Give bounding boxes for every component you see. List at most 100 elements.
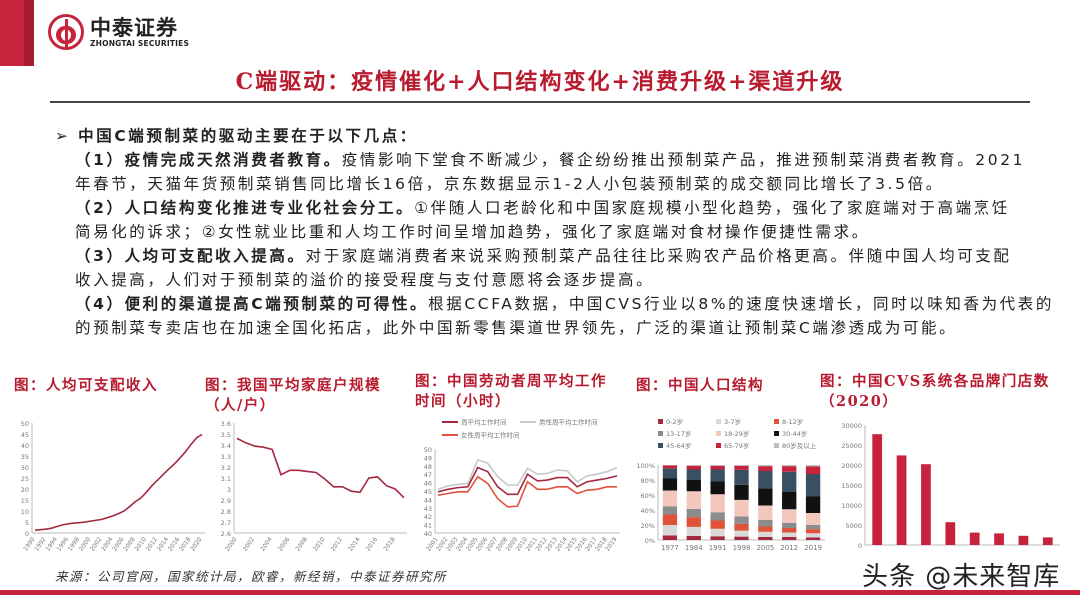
legend-swatch bbox=[774, 431, 779, 436]
legend-label: 3-7岁 bbox=[724, 417, 741, 426]
stacked-bar-segment bbox=[758, 519, 773, 527]
point-heading: （4）便利的渠道提高C端预制菜的可得性。 bbox=[75, 295, 429, 313]
bar bbox=[945, 522, 956, 545]
legend-label: 男性周平均工作时间 bbox=[539, 418, 598, 427]
point-heading: （1）疫情完成天然消费者教育。 bbox=[75, 151, 342, 169]
stacked-bar-segment bbox=[686, 508, 701, 518]
y-tick-label: 15000 bbox=[841, 482, 862, 490]
stacked-bar-segment bbox=[734, 499, 749, 517]
point-text: 简易化的诉求；②女性就业比重和人均工作时间呈增加趋势，强化了家庭端对食材操作便捷… bbox=[75, 223, 870, 241]
series-line bbox=[236, 437, 405, 499]
source-note: 来源：公司官网，国家统计局，欧睿，新经销，中泰证券研究所 bbox=[55, 569, 448, 584]
x-tick-label: 2010 bbox=[312, 536, 327, 553]
y-tick-label: 46 bbox=[424, 480, 432, 488]
y-tick-label: 0 bbox=[25, 530, 29, 538]
y-tick-label: 10000 bbox=[841, 502, 862, 510]
stacked-bar-segment bbox=[734, 516, 749, 524]
stacked-bar-segment bbox=[782, 465, 797, 467]
legend-swatch bbox=[658, 443, 663, 448]
point-2: （2）人口结构变化推进专业化社会分工。①伴随人口老龄化和中国家庭规模小型化趋势，… bbox=[55, 196, 1054, 220]
x-tick-label: 2014 bbox=[347, 536, 362, 553]
stacked-bar-segment bbox=[662, 465, 678, 469]
logo-cn: 中泰证券 bbox=[90, 15, 178, 40]
stacked-bar-segment bbox=[686, 465, 701, 466]
slide-title: C端驱动：疫情催化+人口结构变化+消费升级+渠道升级 bbox=[235, 69, 845, 95]
x-tick-label: 2012 bbox=[330, 536, 345, 553]
x-tick-label: 1998 bbox=[733, 544, 751, 552]
y-tick-label: 43 bbox=[424, 505, 432, 513]
stacked-bar-segment bbox=[662, 535, 678, 540]
stacked-bar-segment bbox=[805, 496, 821, 513]
population-chart: 0-2岁 3-7岁 8-12岁 13-17岁 18-29岁 30-44岁 45-64岁 65-… bbox=[636, 417, 825, 552]
bar bbox=[921, 464, 931, 545]
workhours-chart: 周平均工作时间 男性周平均工作时间女性周平均工作时间404142434445464… bbox=[424, 418, 620, 553]
bar bbox=[1042, 537, 1053, 545]
stacked-bar-segment bbox=[805, 513, 821, 525]
x-tick-label: 2005 bbox=[756, 544, 774, 552]
y-tick-label: 45 bbox=[21, 431, 29, 439]
y-tick-label: 3.2 bbox=[221, 464, 231, 472]
y-tick-label: 2.7 bbox=[221, 519, 231, 527]
legend-label: 8-12岁 bbox=[782, 417, 803, 426]
legend-swatch bbox=[716, 419, 721, 424]
y-tick-label: 30000 bbox=[841, 422, 862, 430]
stacked-bar-segment bbox=[662, 525, 678, 536]
stacked-bar-segment bbox=[734, 523, 749, 531]
x-tick-label: 1991 bbox=[709, 544, 727, 552]
stacked-bar-segment bbox=[662, 506, 678, 515]
series-line bbox=[437, 475, 617, 508]
y-tick-label: 10 bbox=[21, 508, 29, 516]
y-tick-label: 2.9 bbox=[221, 497, 231, 505]
legend-label: 18-29岁 bbox=[724, 429, 749, 438]
point-text: ①伴随人口老龄化和中国家庭规模小型化趋势，强化了家庭端对于高端烹饪 bbox=[414, 199, 1010, 217]
stacked-bar-segment bbox=[805, 529, 821, 534]
x-tick-label: 2020 bbox=[189, 536, 204, 553]
cvs-chart: 0 5000 10000 15000 20000 25000 30000 bbox=[841, 422, 1060, 550]
y-tick-label: 44 bbox=[424, 496, 432, 504]
stacked-bar-segment bbox=[710, 512, 725, 521]
y-tick-label: 25000 bbox=[841, 442, 862, 450]
y-tick-label: 5 bbox=[25, 519, 29, 527]
legend-label: 周平均工作时间 bbox=[461, 418, 507, 427]
stacked-bar-segment bbox=[782, 522, 797, 528]
point-3: （3）人均可支配收入提高。对于家庭端消费者来说采购预制菜产品往往比采购农产品价格… bbox=[55, 244, 1054, 268]
stacked-bar-segment bbox=[805, 533, 821, 538]
stacked-bar-segment bbox=[686, 535, 701, 540]
legend-swatch bbox=[716, 443, 721, 448]
y-tick-label: 49 bbox=[424, 454, 432, 462]
stacked-bar-segment bbox=[686, 469, 701, 480]
stacked-bar-segment bbox=[734, 530, 749, 537]
y-tick-label: 0% bbox=[645, 537, 655, 545]
bar bbox=[896, 455, 907, 545]
title-divider bbox=[50, 101, 1030, 103]
x-tick-label: 2019 bbox=[804, 544, 822, 552]
legend-label: 80岁及以上 bbox=[782, 441, 817, 450]
chart-title-household: 图：我国平均家庭户规模（人/户） bbox=[205, 377, 381, 414]
bar bbox=[969, 532, 980, 545]
y-tick-label: 50 bbox=[21, 420, 29, 428]
y-tick-label: 0 bbox=[858, 542, 862, 550]
stacked-bar-segment bbox=[662, 478, 678, 491]
point-heading: （3）人均可支配收入提高。 bbox=[75, 247, 306, 265]
y-tick-label: 35 bbox=[21, 453, 29, 461]
stacked-bar-segment bbox=[686, 526, 701, 536]
y-tick-label: 5000 bbox=[845, 522, 862, 530]
x-tick-label: 2006 bbox=[277, 536, 292, 553]
y-tick-label: 15 bbox=[21, 497, 29, 505]
income-chart: 0510152025303540455019901992199419961998… bbox=[21, 420, 205, 553]
chart-title-income: 图：人均可支配收入 bbox=[14, 377, 158, 394]
x-tick-label: 1977 bbox=[661, 544, 679, 552]
stacked-bar-segment bbox=[805, 474, 821, 497]
x-tick-label: 2002 bbox=[242, 536, 257, 553]
stacked-bar-segment bbox=[758, 531, 773, 537]
stacked-bar-segment bbox=[662, 468, 678, 479]
y-tick-label: 60% bbox=[641, 492, 655, 500]
stacked-bar-segment bbox=[686, 517, 701, 527]
point-4: （4）便利的渠道提高C端预制菜的可得性。根据CCFA数据，中国CVS行业以8%的… bbox=[55, 292, 1054, 316]
point-text: 的预制菜专卖店也在加速全国化拓店，此外中国新零售渠道世界领先，广泛的渠道让预制菜… bbox=[75, 319, 958, 337]
point-text: 对于家庭端消费者来说采购预制菜产品往往比采购农产品价格更高。伴随中国人均可支配 bbox=[305, 247, 1012, 265]
legend-swatch bbox=[658, 419, 663, 424]
body-text: ➢ 中国C端预制菜的驱动主要在于以下几点： （1）疫情完成天然消费者教育。疫情影… bbox=[55, 124, 1054, 340]
y-tick-label: 47 bbox=[424, 471, 432, 479]
chart-title-cvs: 图：中国CVS系统各品牌门店数（2020） bbox=[820, 373, 1050, 410]
